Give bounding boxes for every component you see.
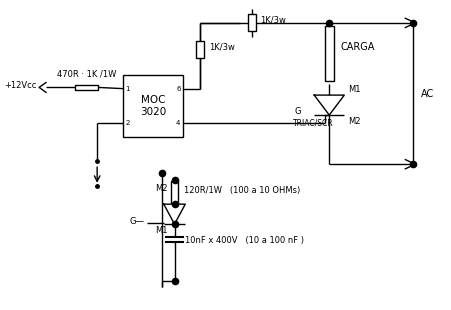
Bar xyxy=(248,15,256,31)
Text: M1: M1 xyxy=(155,226,168,235)
Bar xyxy=(75,85,97,90)
Text: 1K/3w: 1K/3w xyxy=(261,15,286,24)
Bar xyxy=(123,75,183,137)
Text: 470R · 1K /1W: 470R · 1K /1W xyxy=(57,70,116,79)
Text: M2: M2 xyxy=(155,184,168,193)
Text: AC: AC xyxy=(421,89,434,99)
Text: 2: 2 xyxy=(125,120,130,126)
Text: 1K/3w: 1K/3w xyxy=(209,42,235,51)
Text: +12Vcc: +12Vcc xyxy=(5,81,37,91)
Text: 6: 6 xyxy=(176,86,180,92)
Text: G—: G— xyxy=(129,217,144,226)
Bar xyxy=(197,42,204,58)
Text: MOC
3020: MOC 3020 xyxy=(140,95,166,117)
Bar xyxy=(325,26,334,81)
Text: M2: M2 xyxy=(348,117,360,126)
Text: CARGA: CARGA xyxy=(340,42,374,52)
Text: TRIAC/SCR: TRIAC/SCR xyxy=(293,119,333,128)
Text: 4: 4 xyxy=(176,120,180,126)
Text: G: G xyxy=(295,108,301,117)
Text: 10nF x 400V   (10 a 100 nF ): 10nF x 400V (10 a 100 nF ) xyxy=(185,236,304,245)
Text: 120R/1W   (100 a 10 OHMs): 120R/1W (100 a 10 OHMs) xyxy=(184,186,300,195)
Text: M1: M1 xyxy=(348,85,360,94)
Bar xyxy=(171,181,178,203)
Text: 1: 1 xyxy=(125,86,130,92)
